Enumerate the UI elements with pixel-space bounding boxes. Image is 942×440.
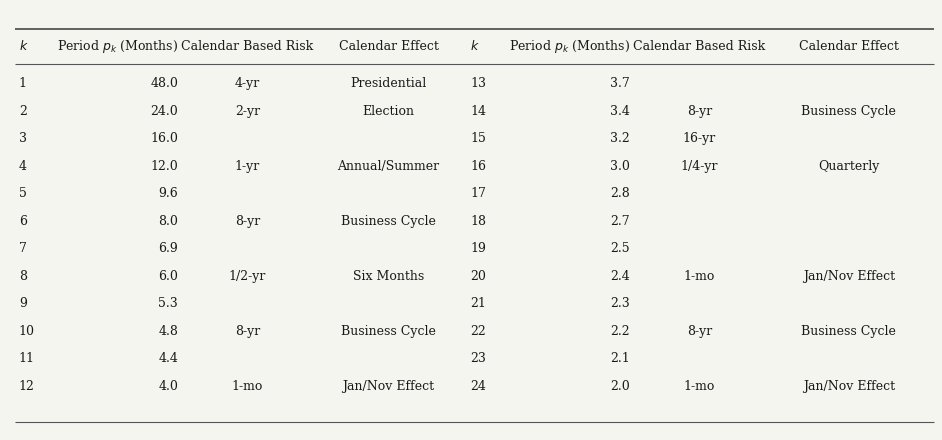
Text: 3.0: 3.0 [610, 160, 630, 172]
Text: Calendar Based Risk: Calendar Based Risk [181, 40, 314, 53]
Text: 7: 7 [19, 242, 26, 255]
Text: 2.8: 2.8 [610, 187, 630, 200]
Text: 8-yr: 8-yr [687, 105, 712, 117]
Text: Period $p_k$ (Months): Period $p_k$ (Months) [57, 38, 178, 55]
Text: 24.0: 24.0 [151, 105, 178, 117]
Text: 15: 15 [470, 132, 486, 145]
Text: 13: 13 [470, 77, 486, 90]
Text: 4.4: 4.4 [158, 352, 178, 365]
Text: 16: 16 [470, 160, 486, 172]
Text: 6: 6 [19, 215, 26, 227]
Text: 1-yr: 1-yr [235, 160, 260, 172]
Text: 1-mo: 1-mo [232, 380, 263, 392]
Text: 12: 12 [19, 380, 35, 392]
Text: 2.3: 2.3 [610, 297, 630, 310]
Text: 9.6: 9.6 [158, 187, 178, 200]
Text: 2.7: 2.7 [610, 215, 630, 227]
Text: 5.3: 5.3 [158, 297, 178, 310]
Text: Business Cycle: Business Cycle [341, 215, 436, 227]
Text: 20: 20 [470, 270, 486, 282]
Text: 24: 24 [470, 380, 486, 392]
Text: 2: 2 [19, 105, 26, 117]
Text: 17: 17 [470, 187, 486, 200]
Text: Period $p_k$ (Months): Period $p_k$ (Months) [509, 38, 630, 55]
Text: 2.1: 2.1 [610, 352, 630, 365]
Text: 1/4-yr: 1/4-yr [681, 160, 718, 172]
Text: 1-mo: 1-mo [684, 380, 715, 392]
Text: 8: 8 [19, 270, 26, 282]
Text: 10: 10 [19, 325, 35, 337]
Text: 6.0: 6.0 [158, 270, 178, 282]
Text: 4: 4 [19, 160, 26, 172]
Text: 4.8: 4.8 [158, 325, 178, 337]
Text: 23: 23 [470, 352, 486, 365]
Text: 8-yr: 8-yr [235, 325, 260, 337]
Text: 4.0: 4.0 [158, 380, 178, 392]
Text: Business Cycle: Business Cycle [341, 325, 436, 337]
Text: 3.2: 3.2 [610, 132, 630, 145]
Text: 2.2: 2.2 [610, 325, 630, 337]
Text: 4-yr: 4-yr [235, 77, 260, 90]
Text: Presidential: Presidential [350, 77, 427, 90]
Text: Business Cycle: Business Cycle [802, 105, 896, 117]
Text: 6.9: 6.9 [158, 242, 178, 255]
Text: 48.0: 48.0 [150, 77, 178, 90]
Text: 1/2-yr: 1/2-yr [229, 270, 266, 282]
Text: 8-yr: 8-yr [235, 215, 260, 227]
Text: 1-mo: 1-mo [684, 270, 715, 282]
Text: 3.4: 3.4 [610, 105, 630, 117]
Text: 18: 18 [470, 215, 486, 227]
Text: Calendar Based Risk: Calendar Based Risk [633, 40, 766, 53]
Text: 14: 14 [470, 105, 486, 117]
Text: 12.0: 12.0 [151, 160, 178, 172]
Text: Jan/Nov Effect: Jan/Nov Effect [803, 270, 895, 282]
Text: 2-yr: 2-yr [235, 105, 260, 117]
Text: Business Cycle: Business Cycle [802, 325, 896, 337]
Text: 2.0: 2.0 [610, 380, 630, 392]
Text: $k$: $k$ [470, 39, 479, 53]
Text: Six Months: Six Months [353, 270, 424, 282]
Text: 3.7: 3.7 [610, 77, 630, 90]
Text: 16-yr: 16-yr [683, 132, 716, 145]
Text: 19: 19 [470, 242, 486, 255]
Text: 11: 11 [19, 352, 35, 365]
Text: Election: Election [363, 105, 414, 117]
Text: 9: 9 [19, 297, 26, 310]
Text: Annual/Summer: Annual/Summer [337, 160, 440, 172]
Text: 2.4: 2.4 [610, 270, 630, 282]
Text: 8.0: 8.0 [158, 215, 178, 227]
Text: 22: 22 [470, 325, 486, 337]
Text: 2.5: 2.5 [610, 242, 630, 255]
Text: 1: 1 [19, 77, 26, 90]
Text: Jan/Nov Effect: Jan/Nov Effect [803, 380, 895, 392]
Text: Jan/Nov Effect: Jan/Nov Effect [343, 380, 434, 392]
Text: 8-yr: 8-yr [687, 325, 712, 337]
Text: 5: 5 [19, 187, 26, 200]
Text: Calendar Effect: Calendar Effect [338, 40, 439, 53]
Text: 3: 3 [19, 132, 26, 145]
Text: Calendar Effect: Calendar Effect [799, 40, 899, 53]
Text: 16.0: 16.0 [150, 132, 178, 145]
Text: $k$: $k$ [19, 39, 28, 53]
Text: Quarterly: Quarterly [818, 160, 880, 172]
Text: 21: 21 [470, 297, 486, 310]
